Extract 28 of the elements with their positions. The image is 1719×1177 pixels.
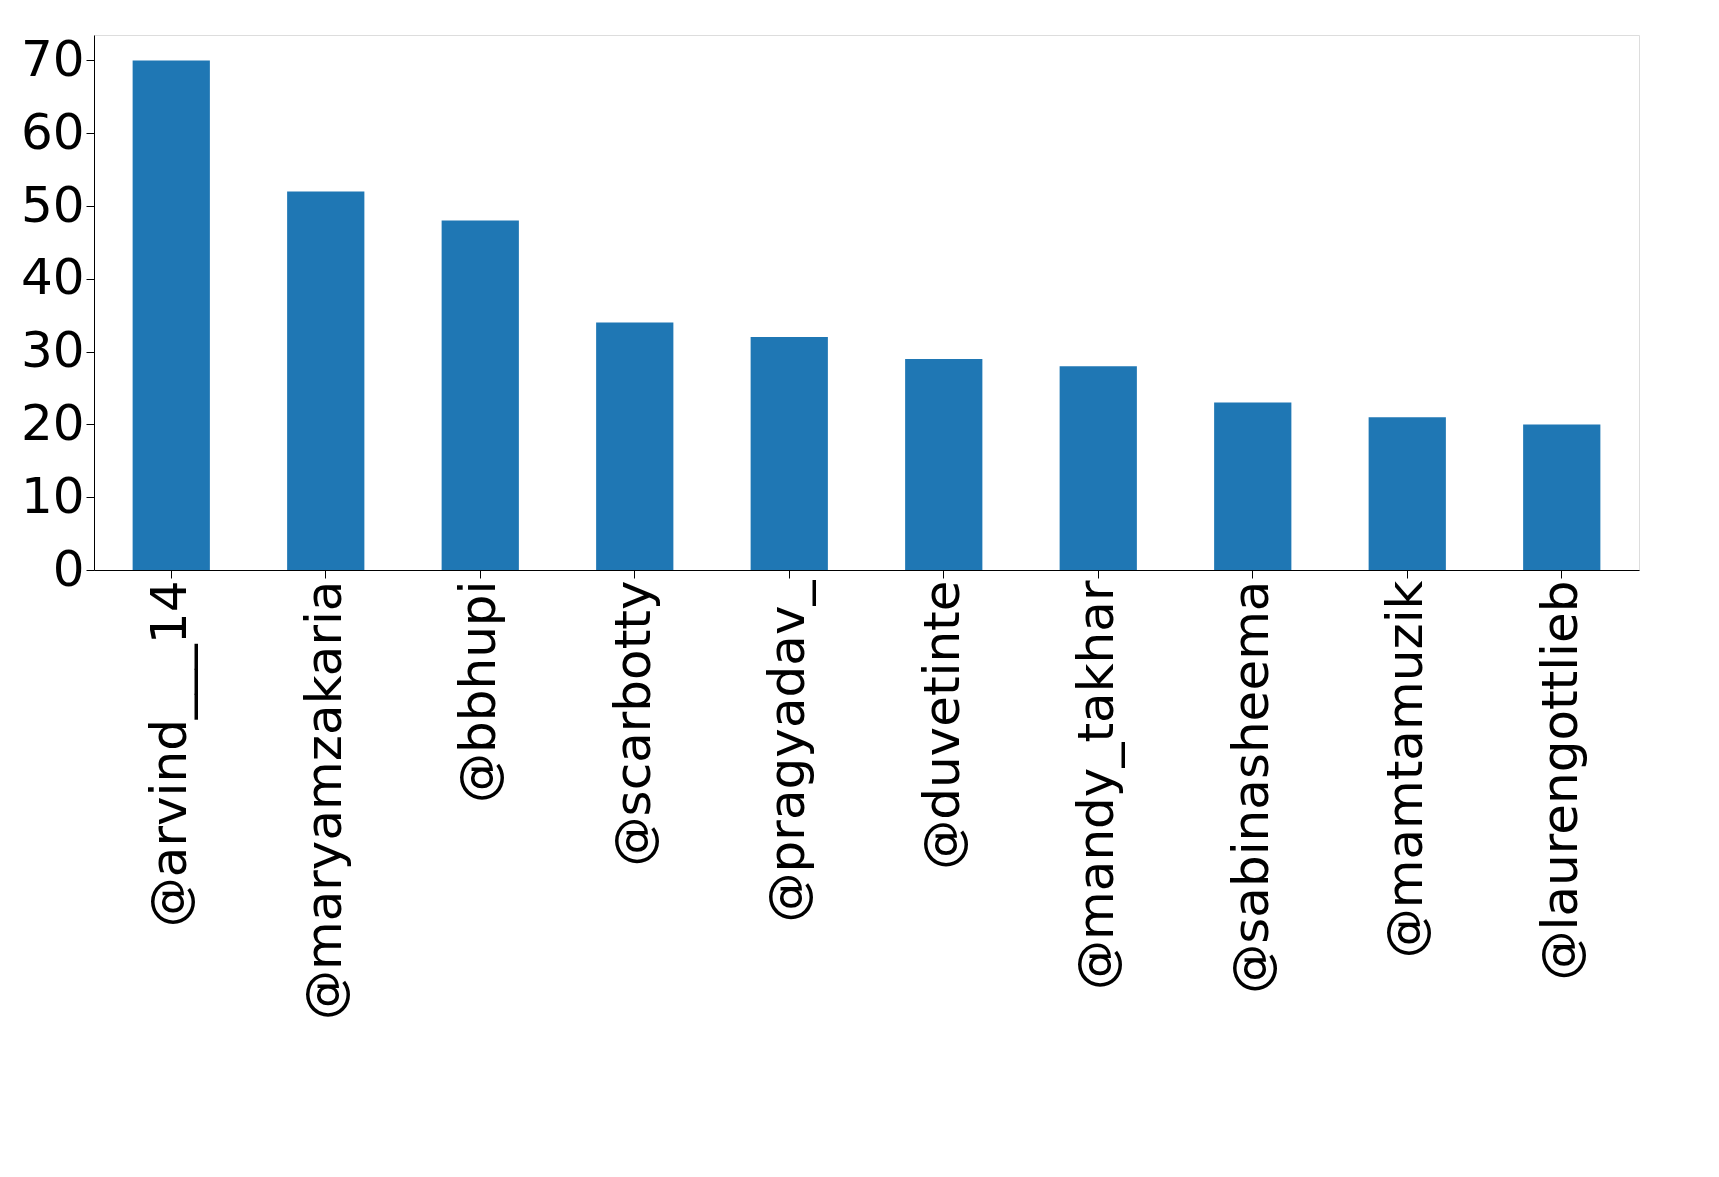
x-tick-label: @mandy_takhar [1067, 580, 1126, 990]
y-tick-label: 50 [20, 175, 85, 234]
bar [132, 60, 210, 570]
y-tick-label: 60 [20, 102, 85, 161]
y-tick-label: 30 [20, 321, 85, 380]
bar [1059, 366, 1137, 570]
bar [905, 358, 983, 570]
x-tick-label: @bbhupi [449, 580, 508, 803]
bar [596, 322, 674, 570]
y-tick-label: 0 [52, 539, 85, 598]
x-tick-label: @laurengottlieb [1530, 580, 1589, 981]
bar [1368, 417, 1446, 570]
x-tick-label: @sabinasheema [1221, 580, 1280, 994]
x-tick-label: @pragyadav_ [758, 579, 817, 923]
bar [1214, 402, 1292, 570]
x-tick-label: @maryamzakaria [294, 580, 353, 1021]
bar [1523, 424, 1601, 570]
x-tick-label: @arvind___14 [140, 580, 199, 928]
y-tick-label: 40 [20, 248, 85, 307]
bar [441, 220, 519, 570]
bar [750, 337, 828, 570]
y-tick-label: 10 [20, 466, 85, 525]
x-tick-label: @mamtamuzik [1376, 580, 1435, 959]
bar [287, 191, 365, 570]
x-tick-label: @scarbotty [603, 580, 662, 867]
y-tick-label: 70 [20, 29, 85, 88]
x-tick-label: @duvetinte [912, 580, 971, 870]
y-tick-label: 20 [20, 393, 85, 452]
